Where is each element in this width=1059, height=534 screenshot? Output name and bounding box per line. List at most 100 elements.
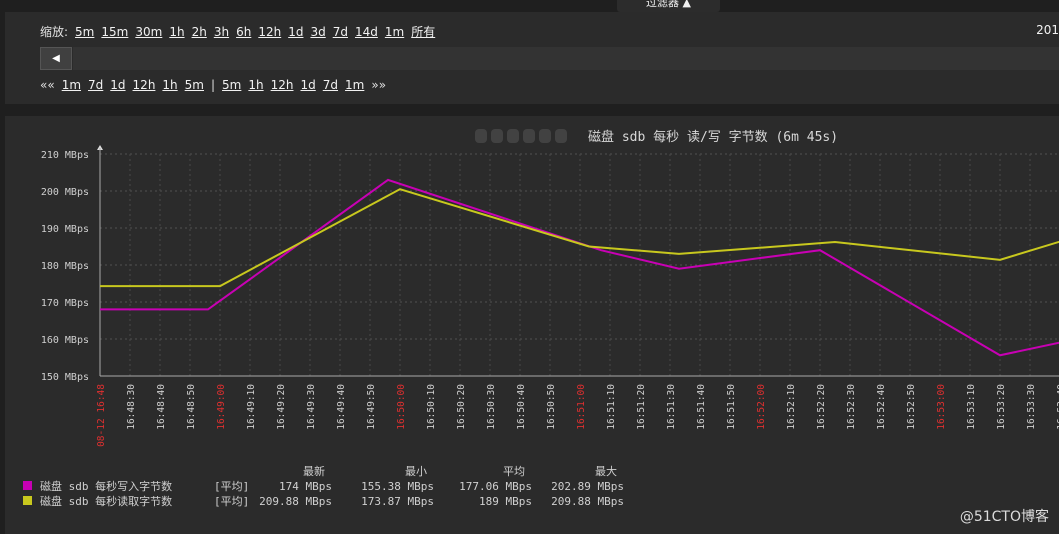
x-tick-label-19: 16:51:30 xyxy=(666,384,677,430)
y-tick-label-6: 210 MBps xyxy=(41,150,89,161)
zoom-option-3[interactable]: 1h xyxy=(169,25,185,39)
legend-min-0: 155.38 MBps xyxy=(361,480,434,493)
x-tick-label-25: 16:52:30 xyxy=(846,384,857,430)
legend-header-avg: 平均 xyxy=(503,465,525,478)
blurred-char-2 xyxy=(507,129,519,143)
nav-back-all: «« xyxy=(40,78,55,92)
nav-forward-3[interactable]: 1d xyxy=(300,78,316,92)
scroll-left-icon[interactable]: ◀ xyxy=(40,47,72,70)
zoom-option-11[interactable]: 14d xyxy=(354,25,378,39)
x-tick-label-12: 16:50:20 xyxy=(456,384,467,430)
x-tick-label-2: 16:48:40 xyxy=(156,384,167,430)
y-tick-label-5: 200 MBps xyxy=(41,187,89,198)
chart-title: 磁盘 sdb 每秒 读/写 字节数 (6m 45s) xyxy=(588,129,838,145)
nav-forward-0[interactable]: 5m xyxy=(222,78,242,92)
x-tick-label-20: 16:51:40 xyxy=(696,384,707,430)
blurred-hostname xyxy=(475,129,567,143)
legend-name-0: 磁盘 sdb 每秒写入字节数 xyxy=(40,479,172,493)
x-tick-label-18: 16:51:20 xyxy=(636,384,647,430)
nav-forward-5[interactable]: 1m xyxy=(345,78,365,92)
series-lines xyxy=(100,178,1059,357)
legend-latest-0: 174 MBps xyxy=(279,480,332,493)
time-control-panel: 缩放: 5m 15m 30m 1h 2h 3h 6h 12h 1d 3d 7d 14d 1m 所有 201 … xyxy=(5,12,1059,104)
series-line-0 xyxy=(100,178,1059,357)
x-tick-label-8: 16:49:40 xyxy=(336,384,347,430)
watermark: @51CTO博客 xyxy=(959,509,1049,525)
legend-avg-0: 177.06 MBps xyxy=(459,480,532,493)
x-axis-ticks: 08-12 16:48 16:48:30 16:48:40 16:48:50 16:49… xyxy=(96,384,1059,447)
x-tick-label-32: 16:53:40 xyxy=(1056,384,1059,430)
x-tick-label-22: 16:52:00 xyxy=(756,384,767,430)
x-tick-label-6: 16:49:20 xyxy=(276,384,287,430)
x-tick-label-21: 16:51:50 xyxy=(726,384,737,430)
zoom-row: 缩放: 5m 15m 30m 1h 2h 3h 6h 12h 1d 3d 7d 14d 1m 所有 xyxy=(40,23,449,40)
zoom-option-13[interactable]: 所有 xyxy=(411,25,436,39)
legend-func-1: [平均] xyxy=(214,495,249,508)
blurred-char-5 xyxy=(555,129,567,143)
chart-grid xyxy=(100,153,1059,376)
legend-avg-1: 189 MBps xyxy=(479,495,532,508)
series-line-1 xyxy=(100,188,1059,288)
legend-swatch-1 xyxy=(23,496,32,505)
blurred-char-4 xyxy=(539,129,551,143)
blurred-char-1 xyxy=(491,129,503,143)
blurred-char-3 xyxy=(523,129,535,143)
legend-max-1: 209.88 MBps xyxy=(551,495,624,508)
zoom-option-4[interactable]: 2h xyxy=(191,25,207,39)
filter-tab[interactable]: 过滤器 ▲ xyxy=(617,0,720,12)
nav-back-0[interactable]: 1m xyxy=(61,78,82,92)
x-tick-label-24: 16:52:20 xyxy=(816,384,827,430)
zoom-option-7[interactable]: 12h xyxy=(258,25,282,39)
zoom-option-1[interactable]: 15m xyxy=(101,25,129,39)
y-tick-label-1: 160 MBps xyxy=(41,335,89,346)
x-tick-label-29: 16:53:10 xyxy=(966,384,977,430)
x-tick-label-3: 16:48:50 xyxy=(186,384,197,430)
nav-back-3[interactable]: 12h xyxy=(132,78,156,92)
nav-back-2[interactable]: 1d xyxy=(110,78,126,92)
x-tick-label-26: 16:52:40 xyxy=(876,384,887,430)
y-axis-ticks: 150 MBps 160 MBps 170 MBps 180 MBps 190 MBps… xyxy=(41,145,1059,383)
y-axis-arrow xyxy=(97,145,103,150)
x-tick-label-9: 16:49:50 xyxy=(366,384,377,430)
disk-throughput-chart: 磁盘 sdb 每秒 读/写 字节数 (6m 45s) 150 MBps 160 M… xyxy=(23,129,1059,508)
nav-back-5[interactable]: 5m xyxy=(184,78,204,92)
x-tick-label-31: 16:53:30 xyxy=(1026,384,1037,430)
legend-max-0: 202.89 MBps xyxy=(551,480,624,493)
x-tick-label-17: 16:51:10 xyxy=(606,384,617,430)
zoom-option-2[interactable]: 30m xyxy=(135,25,163,39)
x-tick-label-30: 16:53:20 xyxy=(996,384,1007,430)
legend-swatch-0 xyxy=(23,481,32,490)
chart-panel: 磁盘 sdb 每秒 读/写 字节数 (6m 45s) 150 MBps 160 M… xyxy=(5,116,1059,534)
y-tick-label-2: 170 MBps xyxy=(41,298,89,309)
legend-header-latest: 最新 xyxy=(303,464,325,478)
nav-forward-4[interactable]: 7d xyxy=(322,78,339,92)
nav-separator: | xyxy=(211,78,216,92)
zoom-option-10[interactable]: 7d xyxy=(332,25,348,39)
zoom-option-0[interactable]: 5m xyxy=(75,25,95,39)
x-tick-label-13: 16:50:30 xyxy=(486,384,497,430)
zoom-option-8[interactable]: 1d xyxy=(288,25,304,39)
x-tick-label-4: 16:49:00 xyxy=(216,384,227,430)
x-tick-label-5: 16:49:10 xyxy=(246,384,257,430)
zoom-option-6[interactable]: 6h xyxy=(236,25,252,39)
zoom-option-5[interactable]: 3h xyxy=(213,25,230,39)
time-scrollbar[interactable] xyxy=(73,47,1059,70)
nav-back-4[interactable]: 1h xyxy=(162,78,178,92)
x-tick-label-0: 08-12 16:48 xyxy=(96,384,107,447)
legend-header-min: 最小 xyxy=(405,465,427,478)
x-tick-label-14: 16:50:40 xyxy=(516,384,527,430)
legend-name-1: 磁盘 sdb 每秒读取字节数 xyxy=(40,494,172,508)
zoom-label: 缩放: xyxy=(40,25,69,39)
zoom-option-12[interactable]: 1m xyxy=(384,25,405,39)
nav-forward-1[interactable]: 1h xyxy=(248,78,264,92)
nav-forward-2[interactable]: 12h xyxy=(270,78,294,92)
legend-func-0: [平均] xyxy=(214,480,249,493)
x-tick-label-10: 16:50:00 xyxy=(396,384,407,430)
legend-min-1: 173.87 MBps xyxy=(361,495,434,508)
nav-back-1[interactable]: 7d xyxy=(88,78,104,92)
zoom-option-9[interactable]: 3d xyxy=(310,25,326,39)
x-tick-label-28: 16:53:00 xyxy=(936,384,947,430)
x-tick-label-23: 16:52:10 xyxy=(786,384,797,430)
time-nav-row: «« 1m 7d 1d 12h 1h 5m | 5m 1h 12h 1d 7d 1m »» xyxy=(40,78,393,92)
